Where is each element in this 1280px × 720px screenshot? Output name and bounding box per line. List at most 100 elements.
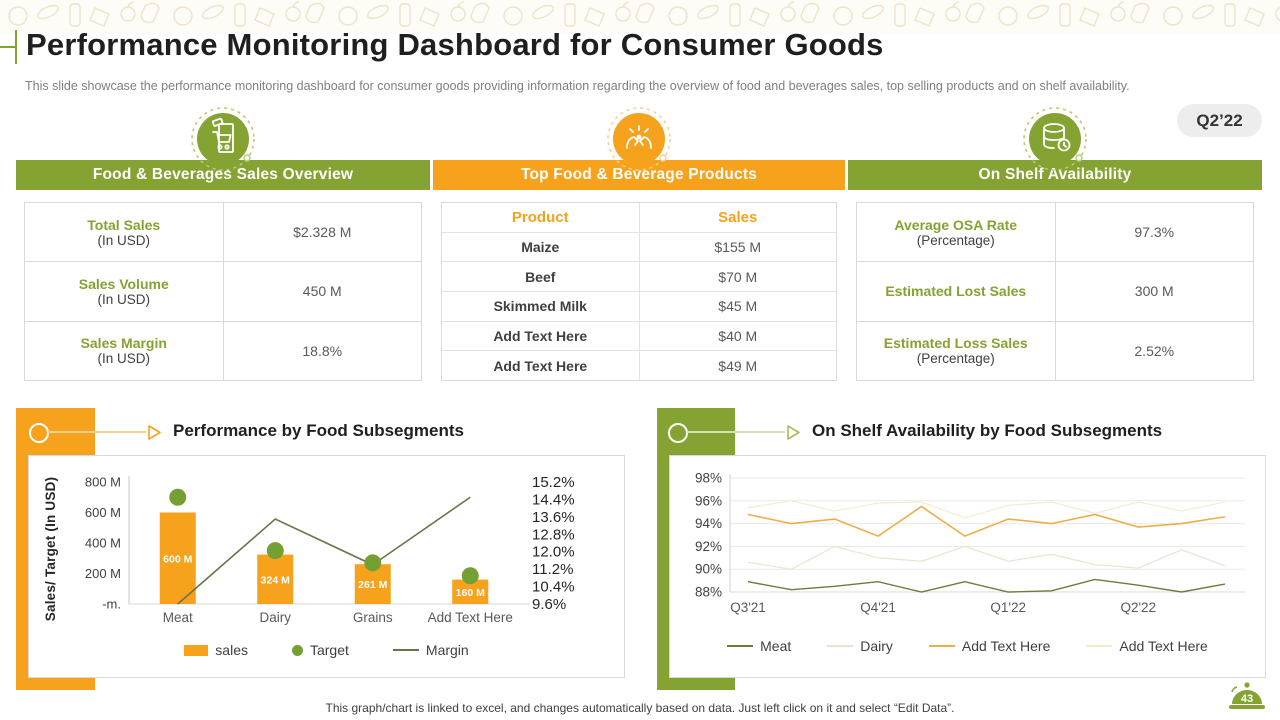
svg-text:-m.: -m.	[102, 597, 121, 612]
arrow-right-icon	[148, 425, 161, 440]
chart-accent-bar	[16, 408, 28, 690]
chart-legend: Meat Dairy Add Text Here Add Text Here	[670, 638, 1265, 654]
svg-text:98%: 98%	[695, 471, 722, 486]
osa-chart-title: On Shelf Availability by Food Subsegment…	[812, 421, 1163, 440]
legend-label: Add Text Here	[1119, 638, 1208, 654]
table-row: Maize $155 M	[442, 232, 836, 263]
hands-presenting-icon	[605, 106, 673, 174]
panel-sales-overview: Food & Beverages Sales Overview Total Sa…	[16, 104, 430, 390]
footer-note: This graph/chart is linked to excel, and…	[325, 701, 955, 715]
table-row: Sales Volume (In USD) 450 M	[25, 262, 421, 322]
metric-label: Sales Volume	[78, 275, 169, 292]
svg-text:200 M: 200 M	[85, 566, 121, 581]
shelf-availability-table: Average OSA Rate (Percentage) 97.3% Estim…	[856, 202, 1254, 381]
shopping-cart-icon	[189, 106, 257, 174]
product-sales: $155 M	[714, 239, 762, 255]
metric-label: Estimated Lost Sales	[885, 283, 1027, 300]
metric-label: Sales Margin	[80, 335, 167, 352]
svg-text:160 M: 160 M	[456, 587, 485, 599]
svg-text:94%: 94%	[695, 516, 722, 531]
svg-text:96%: 96%	[695, 493, 722, 508]
legend-label: Target	[309, 642, 349, 658]
legend-swatch-line	[392, 649, 419, 651]
page-number-cloche-icon: 43	[1227, 677, 1267, 715]
column-header-product: Product	[442, 203, 640, 232]
svg-text:Dairy: Dairy	[259, 610, 291, 625]
svg-text:92%: 92%	[695, 539, 722, 554]
connector-circle-icon	[29, 423, 49, 443]
legend-swatch-dot	[291, 644, 303, 656]
metric-label: Estimated Loss Sales	[883, 335, 1028, 352]
metric-value: $2.328 M	[293, 224, 352, 241]
connector-line	[48, 431, 146, 433]
metric-value: 18.8%	[302, 342, 343, 359]
chart-accent-bar	[657, 408, 669, 690]
svg-text:400 M: 400 M	[85, 536, 121, 551]
panel-title: Top Food & Beverage Products	[520, 166, 758, 183]
svg-text:600 M: 600 M	[163, 553, 192, 565]
table-header-row: Product Sales	[442, 203, 836, 233]
svg-text:15.2%: 15.2%	[532, 474, 575, 491]
line-chart-canvas[interactable]: 98% 96% 94% 92% 90% 88% Q3'21 Q4'21 Q1'22 Q2'22	[680, 464, 1255, 626]
svg-text:88%: 88%	[695, 585, 722, 600]
svg-text:324 M: 324 M	[261, 574, 290, 586]
table-row: Add Text Here $49 M	[442, 351, 836, 381]
table-row: Total Sales (In USD) $2.328 M	[25, 203, 421, 263]
svg-text:Grains: Grains	[353, 610, 393, 625]
metric-value: 300 M	[1134, 283, 1174, 300]
table-row: Add Text Here $40 M	[442, 321, 836, 352]
osa-line-chart[interactable]: 98% 96% 94% 92% 90% 88% Q3'21 Q4'21 Q1'22 Q2'22 M…	[669, 455, 1266, 678]
legend-label: sales	[215, 642, 248, 658]
product-name: Skimmed Milk	[442, 292, 640, 321]
legend-item-addtext2: Add Text Here	[1086, 638, 1208, 654]
chart-accent-foot	[657, 676, 735, 690]
sales-overview-table: Total Sales (In USD) $2.328 M Sales Volum…	[24, 202, 422, 381]
metric-sublabel: (Percentage)	[916, 232, 995, 248]
top-products-table: Product Sales Maize $155 M Beef $70 M Sk…	[441, 202, 837, 381]
legend-item-addtext1: Add Text Here	[928, 638, 1051, 654]
chart-legend: sales Target Margin	[29, 642, 624, 658]
column-header-sales: Sales	[718, 208, 758, 226]
svg-text:Q1'22: Q1'22	[990, 600, 1026, 615]
metric-value: 2.52%	[1134, 342, 1175, 359]
product-name: Add Text Here	[442, 351, 640, 381]
svg-text:12.0%: 12.0%	[532, 544, 575, 561]
product-sales: $40 M	[718, 328, 758, 345]
svg-text:14.4%: 14.4%	[532, 491, 575, 508]
svg-text:10.4%: 10.4%	[532, 579, 575, 596]
performance-combo-chart[interactable]: Sales/ Target (In USD) 800 M 600 M 400 M 20…	[28, 455, 625, 678]
svg-text:12.8%: 12.8%	[532, 526, 575, 543]
table-row: Beef $70 M	[442, 262, 836, 293]
metric-label: Total Sales	[87, 216, 161, 233]
panel-top-products: Top Food & Beverage Products Product Sal…	[433, 104, 845, 390]
legend-swatch-line	[727, 645, 754, 647]
title-accent-bar	[15, 30, 17, 64]
page-subtitle: This slide showcase the performance moni…	[25, 79, 1130, 93]
connector-circle-icon	[668, 423, 688, 443]
legend-label: Dairy	[860, 638, 893, 654]
legend-label: Add Text Here	[961, 638, 1051, 654]
metric-sublabel: (Percentage)	[916, 351, 995, 367]
decorative-food-pattern-band	[0, 0, 1280, 34]
svg-text:13.6%: 13.6%	[532, 509, 575, 526]
product-name: Maize	[442, 232, 640, 262]
y-axis-label: Sales/ Target (In USD)	[43, 476, 58, 622]
database-clock-icon	[1021, 106, 1089, 174]
panel-shelf-availability: On Shelf Availability Average OSA Rate (P…	[848, 104, 1262, 390]
product-sales: $49 M	[718, 357, 758, 374]
svg-text:90%: 90%	[695, 562, 722, 577]
table-row: Skimmed Milk $45 M	[442, 292, 836, 322]
svg-text:600 M: 600 M	[85, 505, 121, 520]
arrow-right-icon	[787, 425, 800, 440]
product-sales: $70 M	[718, 268, 758, 285]
legend-item-target: Target	[291, 642, 349, 658]
table-row: Average OSA Rate (Percentage) 97.3%	[857, 203, 1253, 263]
legend-label: Meat	[760, 638, 792, 654]
panel-title: Food & Beverages Sales Overview	[92, 166, 354, 183]
product-sales: $45 M	[718, 298, 758, 315]
legend-swatch-line	[827, 645, 854, 647]
svg-text:11.2%: 11.2%	[532, 561, 573, 578]
title-accent-line	[0, 46, 15, 48]
legend-label: Margin	[425, 642, 469, 658]
